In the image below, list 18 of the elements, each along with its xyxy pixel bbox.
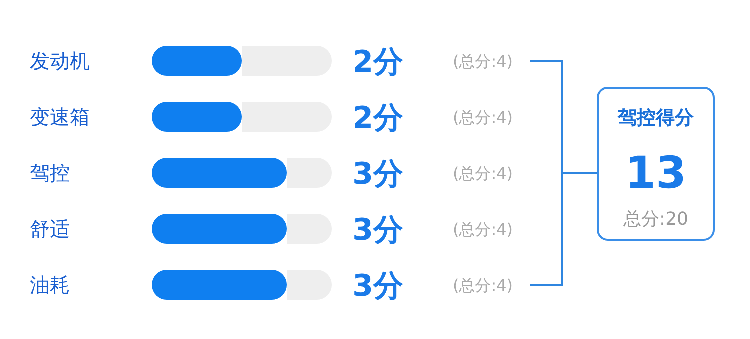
text: (总分:4) [452, 276, 514, 295]
text: (总分:4) [452, 220, 514, 239]
y-tick-label: 变速箱 [30, 105, 90, 129]
text: 13 [625, 148, 687, 199]
y-tick-label: 发动机 [30, 49, 90, 73]
data-label: 3分 [352, 269, 404, 304]
text: (总分:4) [452, 52, 514, 71]
data-label: 3分 [352, 213, 404, 248]
text: (总分:4) [452, 164, 514, 183]
y-tick-label: 舒适 [30, 217, 70, 241]
text: (总分:4) [452, 108, 514, 127]
data-label: 2分 [352, 45, 404, 80]
data-label: 3分 [352, 157, 404, 192]
y-tick-label: 油耗 [30, 273, 70, 297]
data-label: 2分 [352, 101, 404, 136]
text: 驾控得分 [617, 107, 695, 129]
y-tick-label: 驾控 [30, 161, 70, 185]
text: 总分:20 [622, 209, 688, 230]
